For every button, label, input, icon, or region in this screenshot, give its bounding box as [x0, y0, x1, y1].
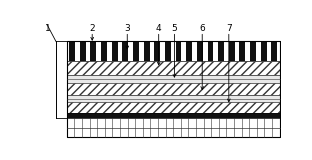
Bar: [271, 41, 277, 61]
Bar: [229, 41, 235, 61]
Bar: [176, 41, 182, 61]
Text: 4: 4: [156, 24, 162, 33]
Bar: [144, 41, 149, 61]
Bar: [218, 41, 224, 61]
Bar: [67, 95, 280, 102]
Bar: [101, 41, 107, 61]
Bar: [112, 41, 118, 61]
Text: 7: 7: [226, 24, 232, 33]
Bar: [67, 102, 280, 113]
Bar: [90, 41, 96, 61]
Text: 3: 3: [124, 24, 130, 33]
Bar: [122, 41, 128, 61]
Bar: [69, 41, 75, 61]
Text: 1: 1: [45, 24, 50, 33]
Bar: [67, 118, 280, 137]
Text: 5: 5: [172, 24, 177, 33]
Bar: [67, 41, 280, 137]
Bar: [207, 41, 213, 61]
Bar: [186, 41, 192, 61]
Bar: [250, 41, 256, 61]
Bar: [133, 41, 139, 61]
Bar: [239, 41, 245, 61]
Bar: [80, 41, 86, 61]
Bar: [261, 41, 266, 61]
Bar: [67, 41, 280, 61]
Text: 2: 2: [89, 24, 95, 33]
Bar: [197, 41, 203, 61]
Text: 6: 6: [199, 24, 205, 33]
Bar: [154, 41, 160, 61]
Bar: [165, 41, 171, 61]
Bar: [67, 113, 280, 118]
Bar: [67, 75, 280, 83]
Bar: [67, 83, 280, 95]
Bar: [67, 61, 280, 75]
Bar: [67, 41, 280, 61]
